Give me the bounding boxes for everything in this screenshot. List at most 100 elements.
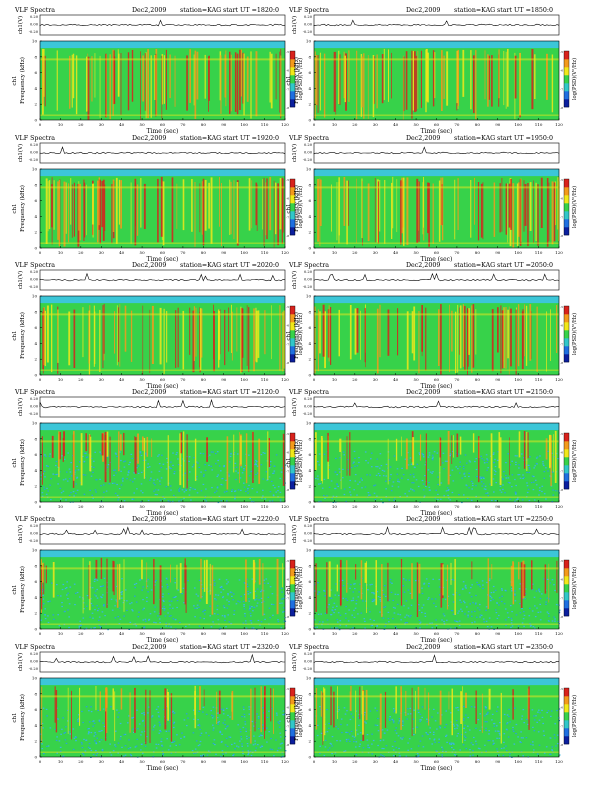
noise-speckle — [103, 604, 105, 606]
x-tick-label: 20 — [78, 250, 84, 255]
noise-speckle — [321, 624, 323, 626]
colorbar-segment — [290, 330, 295, 339]
y-tick-label: 10 — [32, 548, 38, 553]
noise-speckle — [519, 612, 522, 614]
noise-speckle — [515, 614, 518, 616]
noise-speckle — [452, 480, 455, 482]
colorbar-tick-label: -5 — [286, 305, 289, 309]
noise-speckle — [158, 732, 161, 734]
noise-speckle — [402, 720, 404, 722]
y-tick-label: 4 — [34, 595, 37, 600]
noise-speckle — [412, 718, 415, 720]
noise-speckle — [419, 622, 421, 625]
noise-speckle — [315, 477, 317, 480]
sferic-streak — [545, 438, 548, 460]
noise-speckle — [537, 731, 540, 733]
sferic-streak — [106, 431, 109, 457]
noise-speckle — [239, 740, 241, 742]
x-tick-label: 50 — [414, 377, 420, 382]
sferic-streak — [230, 181, 232, 235]
noise-speckle — [277, 496, 279, 498]
x-tick-label: 10 — [332, 250, 338, 255]
sferic-streak — [120, 434, 122, 451]
noise-speckle — [231, 490, 233, 492]
x-tick-label: 60 — [160, 759, 166, 764]
noise-speckle — [70, 462, 72, 464]
noise-speckle — [243, 486, 246, 488]
x-tick-label: 70 — [454, 759, 460, 764]
x-tick-label: 30 — [373, 122, 379, 127]
y-tick-label: 6 — [34, 325, 37, 330]
x-tick-label: 20 — [352, 122, 358, 127]
noise-speckle — [376, 724, 379, 726]
noise-speckle — [64, 739, 67, 741]
noise-speckle — [240, 736, 242, 738]
spectrogram-background — [40, 296, 285, 375]
noise-speckle — [212, 724, 214, 726]
sferic-streak — [200, 558, 202, 599]
noise-speckle — [388, 599, 391, 601]
noise-speckle — [377, 472, 380, 475]
noise-speckle — [334, 752, 337, 754]
x-tick-label: 80 — [201, 504, 207, 509]
noise-speckle — [420, 719, 422, 721]
noise-speckle — [223, 465, 225, 467]
noise-speckle — [350, 494, 352, 496]
noise-speckle — [394, 607, 396, 609]
sferic-streak — [102, 179, 105, 241]
noise-speckle — [428, 582, 430, 584]
noise-speckle — [501, 595, 503, 597]
noise-speckle — [272, 495, 275, 497]
sferic-streak — [471, 305, 473, 373]
x-tick-label: 120 — [281, 759, 289, 764]
sferic-streak — [439, 437, 441, 486]
noise-speckle — [228, 475, 230, 477]
noise-speckle — [213, 613, 216, 615]
noise-speckle — [519, 583, 522, 585]
noise-speckle — [455, 720, 458, 722]
noise-speckle — [469, 755, 472, 757]
colorbar-segment — [290, 211, 295, 220]
x-tick-label: 90 — [221, 122, 227, 127]
x-tick-label: 90 — [495, 122, 501, 127]
noise-speckle — [214, 582, 216, 584]
noise-speckle — [165, 486, 168, 488]
sferic-streak — [438, 180, 441, 242]
noise-speckle — [431, 716, 433, 718]
noise-speckle — [93, 594, 96, 596]
noise-speckle — [193, 464, 195, 466]
noise-speckle — [489, 595, 492, 597]
sferic-streak — [120, 53, 122, 115]
waveform-tick-label: 0.00 — [304, 151, 313, 155]
noise-speckle — [486, 581, 488, 584]
noise-speckle — [223, 466, 225, 468]
noise-speckle — [362, 747, 365, 749]
noise-speckle — [250, 620, 253, 622]
noise-speckle — [245, 627, 248, 629]
noise-speckle — [508, 708, 510, 710]
noise-speckle — [504, 589, 507, 591]
spectral-band — [314, 695, 559, 698]
noise-speckle — [113, 474, 115, 476]
sferic-streak — [383, 48, 385, 101]
noise-speckle — [137, 728, 139, 730]
noise-speckle — [474, 706, 476, 708]
noise-speckle — [158, 470, 161, 472]
sferic-streak — [379, 304, 381, 358]
noise-speckle — [147, 578, 149, 581]
noise-speckle — [399, 614, 402, 616]
noise-speckle — [352, 627, 354, 629]
noise-speckle — [197, 745, 200, 747]
noise-speckle — [129, 461, 131, 463]
noise-speckle — [502, 478, 504, 480]
noise-speckle — [75, 740, 77, 742]
noise-speckle — [266, 741, 268, 743]
noise-speckle — [342, 451, 345, 453]
noise-speckle — [413, 490, 415, 492]
noise-speckle — [365, 722, 367, 724]
noise-speckle — [330, 743, 333, 745]
noise-speckle — [230, 591, 233, 594]
noise-speckle — [545, 467, 547, 469]
noise-speckle — [252, 610, 254, 612]
x-axis-label: Time (sec) — [421, 256, 453, 263]
